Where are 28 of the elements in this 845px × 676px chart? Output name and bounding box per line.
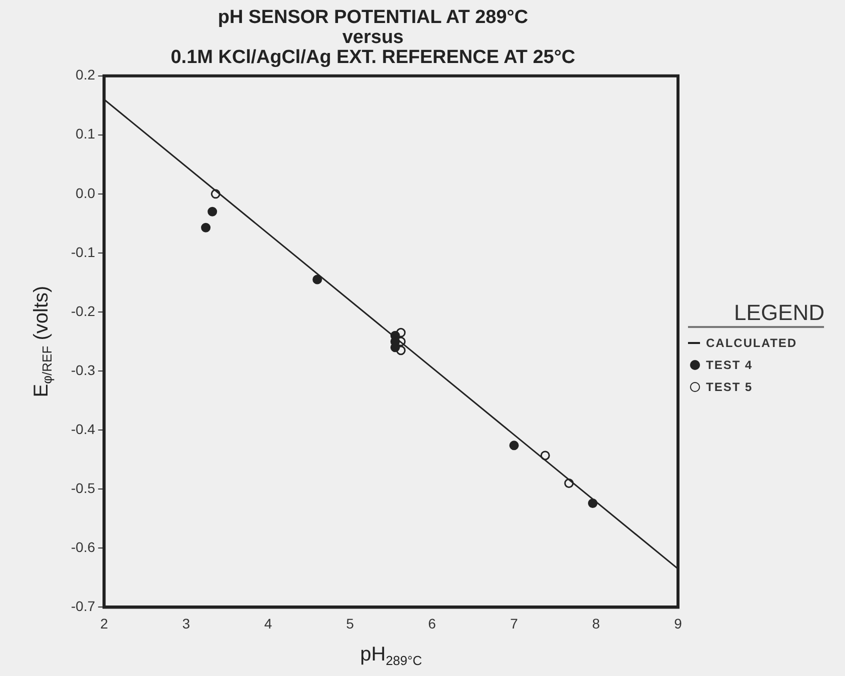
legend-label: CALCULATED <box>706 336 798 350</box>
x-tick-label: 5 <box>346 615 354 632</box>
point <box>201 222 211 232</box>
y-tick-label: -0.7 <box>71 598 96 614</box>
y-tick-label: 0.0 <box>76 184 96 201</box>
legend-label: TEST 4 <box>706 358 753 372</box>
chart-title: pH SENSOR POTENTIAL AT 289°C versus 0.1M KCl/AgCl/Ag EXT. REFERENCE AT 25°C <box>170 7 576 68</box>
y-tick-label: 0.2 <box>76 66 96 83</box>
x-tick-label: 2 <box>100 615 108 632</box>
x-tick-label: 8 <box>592 615 600 632</box>
legend-label: TEST 5 <box>706 380 753 394</box>
y-tick-label: -0.5 <box>71 480 96 496</box>
x-tick-label: 3 <box>182 615 190 632</box>
x-tick-label: 7 <box>510 615 518 632</box>
y-tick-label: -0.2 <box>71 302 96 319</box>
y-axis-title: Eφ/REF (volts) <box>30 286 55 398</box>
y-tick-label: 0.1 <box>76 126 96 142</box>
x-tick-label: 9 <box>674 615 682 632</box>
y-tick-label: -0.6 <box>71 539 96 556</box>
y-tick-label: -0.3 <box>71 362 96 378</box>
x-tick-label: 6 <box>428 615 436 632</box>
point <box>208 206 218 216</box>
point <box>509 440 519 450</box>
x-tick-label: 4 <box>264 615 272 632</box>
point <box>312 274 322 284</box>
legend-title: LEGEND <box>688 300 824 328</box>
y-tick-label: -0.1 <box>71 244 96 260</box>
y-tick-label: -0.4 <box>71 420 96 437</box>
